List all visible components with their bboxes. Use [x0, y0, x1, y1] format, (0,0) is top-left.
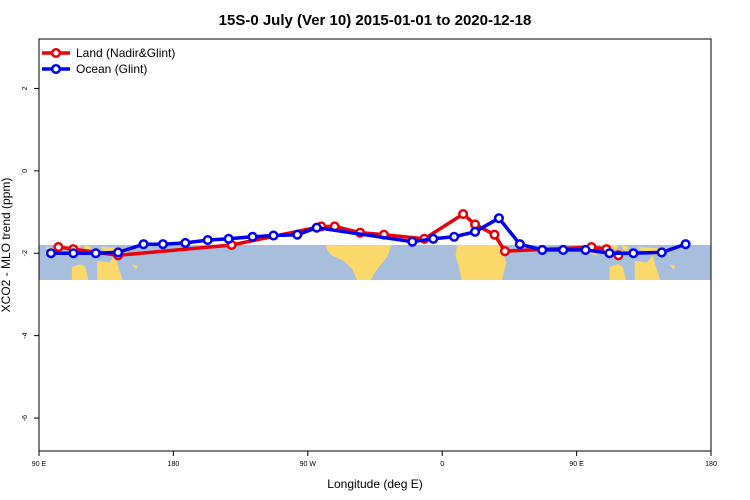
australia-west-land-left — [71, 264, 89, 280]
data-point — [449, 231, 460, 242]
data-point — [223, 233, 234, 244]
data-point — [138, 239, 149, 250]
y-tick-label: 0 — [22, 169, 29, 173]
legend-marker — [50, 63, 62, 75]
data-point — [656, 247, 667, 258]
x-tick-label: 90 E — [32, 461, 47, 468]
data-point — [247, 231, 258, 242]
x-tick-label: 0 — [440, 461, 444, 468]
data-point — [407, 236, 418, 247]
series-layer — [45, 209, 691, 261]
y-axis: 2 0 -2 -4 -6 — [22, 86, 39, 421]
sulawesi-land-right — [621, 245, 629, 252]
australia-north-land-right — [634, 255, 661, 280]
data-point — [580, 244, 591, 255]
data-point — [499, 246, 510, 257]
y-tick-label: -4 — [22, 332, 29, 338]
x-tick-label: 90 W — [300, 461, 317, 468]
australia-north-land-left — [97, 255, 123, 280]
australia-west-land-right — [609, 264, 626, 280]
x-tick-label: 180 — [168, 461, 180, 468]
y-tick-label: -2 — [22, 250, 29, 256]
data-point — [68, 248, 79, 259]
legend-label: Ocean (Glint) — [76, 62, 147, 76]
data-point — [489, 229, 500, 240]
plot-frame — [38, 38, 712, 452]
y-tick-label: 2 — [22, 86, 29, 90]
data-point — [493, 213, 504, 224]
chart-title: 15S-0 July (Ver 10) 2015-01-01 to 2020-1… — [219, 12, 532, 29]
series-ocean — [45, 213, 691, 259]
legend: Land (Nadir&Glint) Ocean (Glint) — [42, 46, 175, 76]
data-point — [180, 237, 191, 248]
legend-item: Ocean (Glint) — [42, 62, 147, 76]
data-point — [90, 248, 101, 259]
legend-item: Land (Nadir&Glint) — [42, 46, 175, 60]
island-land-left — [131, 264, 138, 270]
x-tick-label: 90 E — [569, 461, 584, 468]
africa-land — [455, 245, 507, 280]
data-point — [628, 248, 639, 259]
south-america-land — [325, 245, 392, 280]
data-point — [292, 229, 303, 240]
data-point — [202, 235, 213, 246]
data-point — [604, 248, 615, 259]
data-point — [311, 222, 322, 233]
data-point — [680, 239, 691, 250]
y-tick-label: -6 — [22, 415, 29, 421]
data-point — [514, 239, 525, 250]
x-axis-label: Longitude (deg E) — [327, 477, 422, 491]
data-point — [458, 209, 469, 220]
data-point — [113, 247, 124, 258]
data-point — [53, 242, 64, 253]
x-tick-label: 180 — [705, 461, 717, 468]
legend-marker — [50, 47, 62, 59]
data-point — [470, 226, 481, 237]
data-point — [537, 244, 548, 255]
data-point — [157, 239, 168, 250]
data-point — [268, 230, 279, 241]
data-point — [428, 233, 439, 244]
data-point — [558, 244, 569, 255]
data-point — [45, 248, 56, 259]
y-axis-label: XCO2 - MLO trend (ppm) — [0, 178, 13, 313]
x-axis: 90 E 180 90 W 0 90 E 180 — [32, 451, 717, 468]
island-land-right — [669, 264, 676, 270]
legend-label: Land (Nadir&Glint) — [76, 46, 175, 60]
